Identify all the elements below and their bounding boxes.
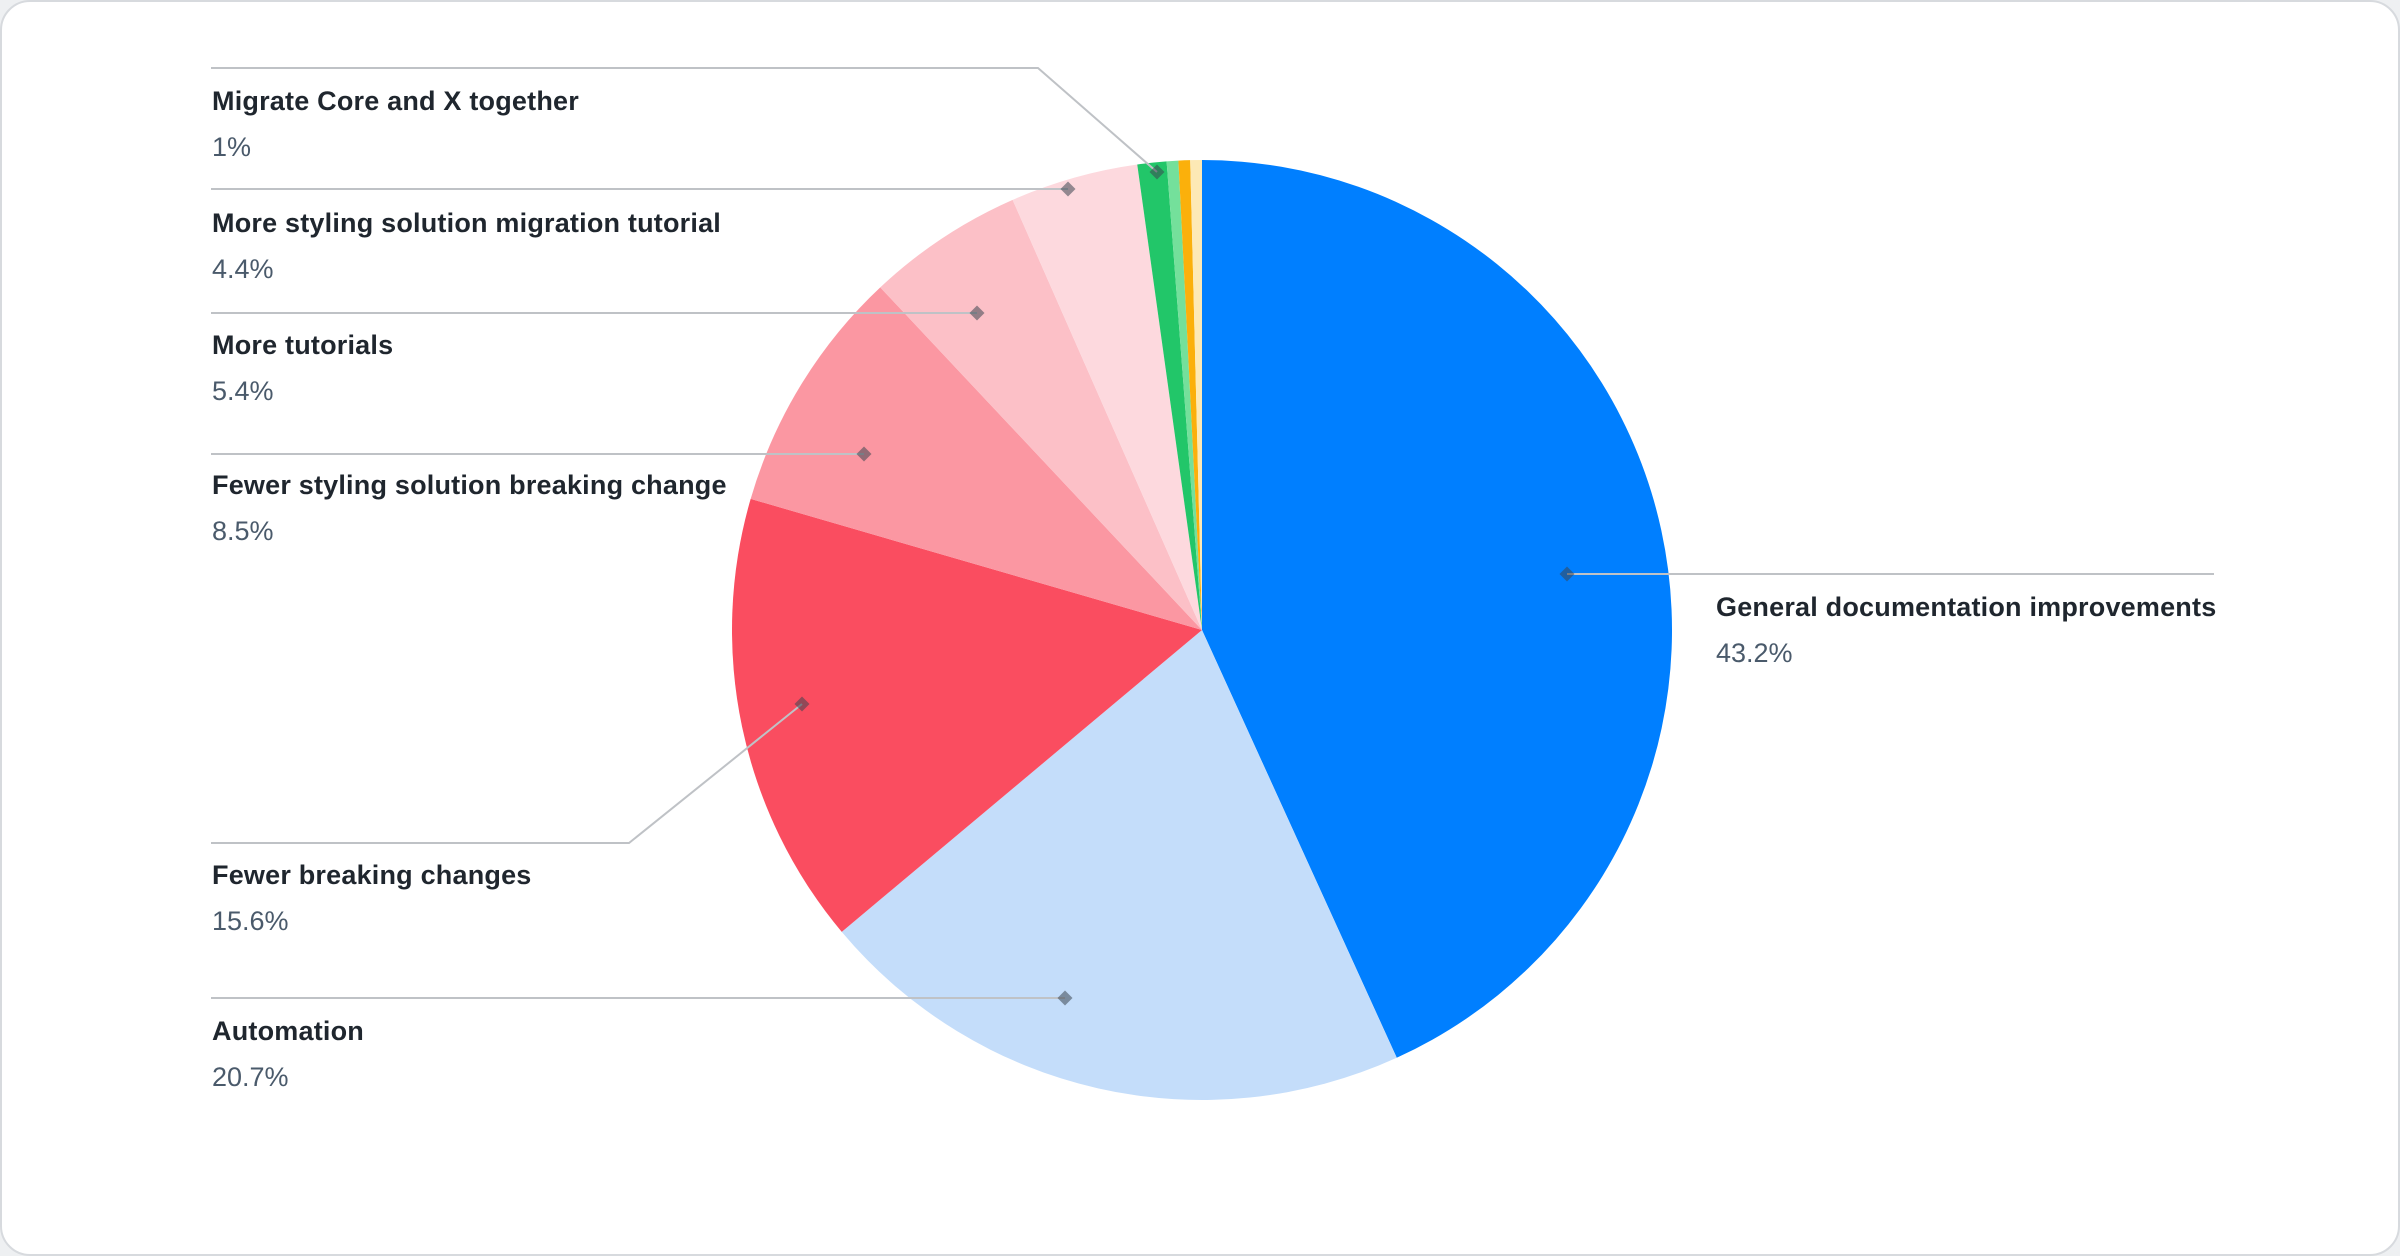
pie-slice-more-styling-solution-migration-tutorial[interactable]: [1012, 164, 1202, 631]
slice-percentage: 4.4%: [212, 254, 274, 284]
pie-slice-general-documentation-improvements[interactable]: [1202, 160, 1673, 1058]
callout-marker-fewer-styling-solution-breaking-change: [856, 446, 872, 462]
slice-percentage: 20.7%: [212, 1062, 289, 1092]
callout-label-automation: Automation 20.7%: [212, 1014, 364, 1094]
pie-slice-fewer-styling-solution-breaking-change[interactable]: [750, 287, 1202, 630]
callout-label-more-styling-solution-migration-tutorial: More styling solution migration tutorial…: [212, 206, 721, 286]
slice-percentage: 8.5%: [212, 516, 274, 546]
pie-slice-more-tutorials[interactable]: [880, 199, 1202, 630]
pie-slice-automation[interactable]: [841, 630, 1397, 1101]
callout-label-migrate-core-and-x-together: Migrate Core and X together 1%: [212, 84, 579, 164]
slice-label: Automation: [212, 1016, 364, 1046]
slice-label: Migrate Core and X together: [212, 86, 579, 116]
callout-marker-automation: [1057, 990, 1073, 1006]
callout-line-migrate-core-and-x-together: [211, 67, 1158, 173]
callout-marker-more-styling-solution-migration-tutorial: [1060, 181, 1076, 197]
pie-slice-unlabeled-8[interactable]: [1178, 160, 1202, 630]
callout-line-fewer-breaking-changes: [211, 703, 803, 844]
slice-label: Fewer styling solution breaking change: [212, 470, 727, 500]
pie-slice-fewer-breaking-changes[interactable]: [731, 498, 1202, 932]
callout-marker-migrate-core-and-x-together: [1149, 164, 1165, 180]
callout-label-more-tutorials: More tutorials 5.4%: [212, 328, 393, 408]
slice-percentage: 43.2%: [1716, 638, 1793, 668]
pie-slice-unlabeled-7[interactable]: [1166, 160, 1202, 630]
pie-slice-migrate-core-and-x-together[interactable]: [1137, 161, 1202, 630]
slice-label: More styling solution migration tutorial: [212, 208, 722, 238]
slice-label: General documentation improvements: [1716, 592, 2217, 622]
pie-slice-unlabeled-9[interactable]: [1190, 160, 1202, 630]
slice-percentage: 5.4%: [212, 376, 274, 406]
slice-percentage: 1%: [212, 132, 252, 162]
callout-marker-fewer-breaking-changes: [794, 696, 810, 712]
callout-marker-general-documentation-improvements: [1559, 566, 1575, 582]
callout-marker-more-tutorials: [969, 305, 985, 321]
callout-label-fewer-styling-solution-breaking-change: Fewer styling solution breaking change 8…: [212, 468, 727, 548]
callout-label-fewer-breaking-changes: Fewer breaking changes 15.6%: [212, 858, 532, 938]
callout-label-general-documentation-improvements: General documentation improvements 43.2%: [1716, 590, 2216, 670]
slice-percentage: 15.6%: [212, 906, 289, 936]
slice-label: Fewer breaking changes: [212, 860, 532, 890]
slice-label: More tutorials: [212, 330, 394, 360]
